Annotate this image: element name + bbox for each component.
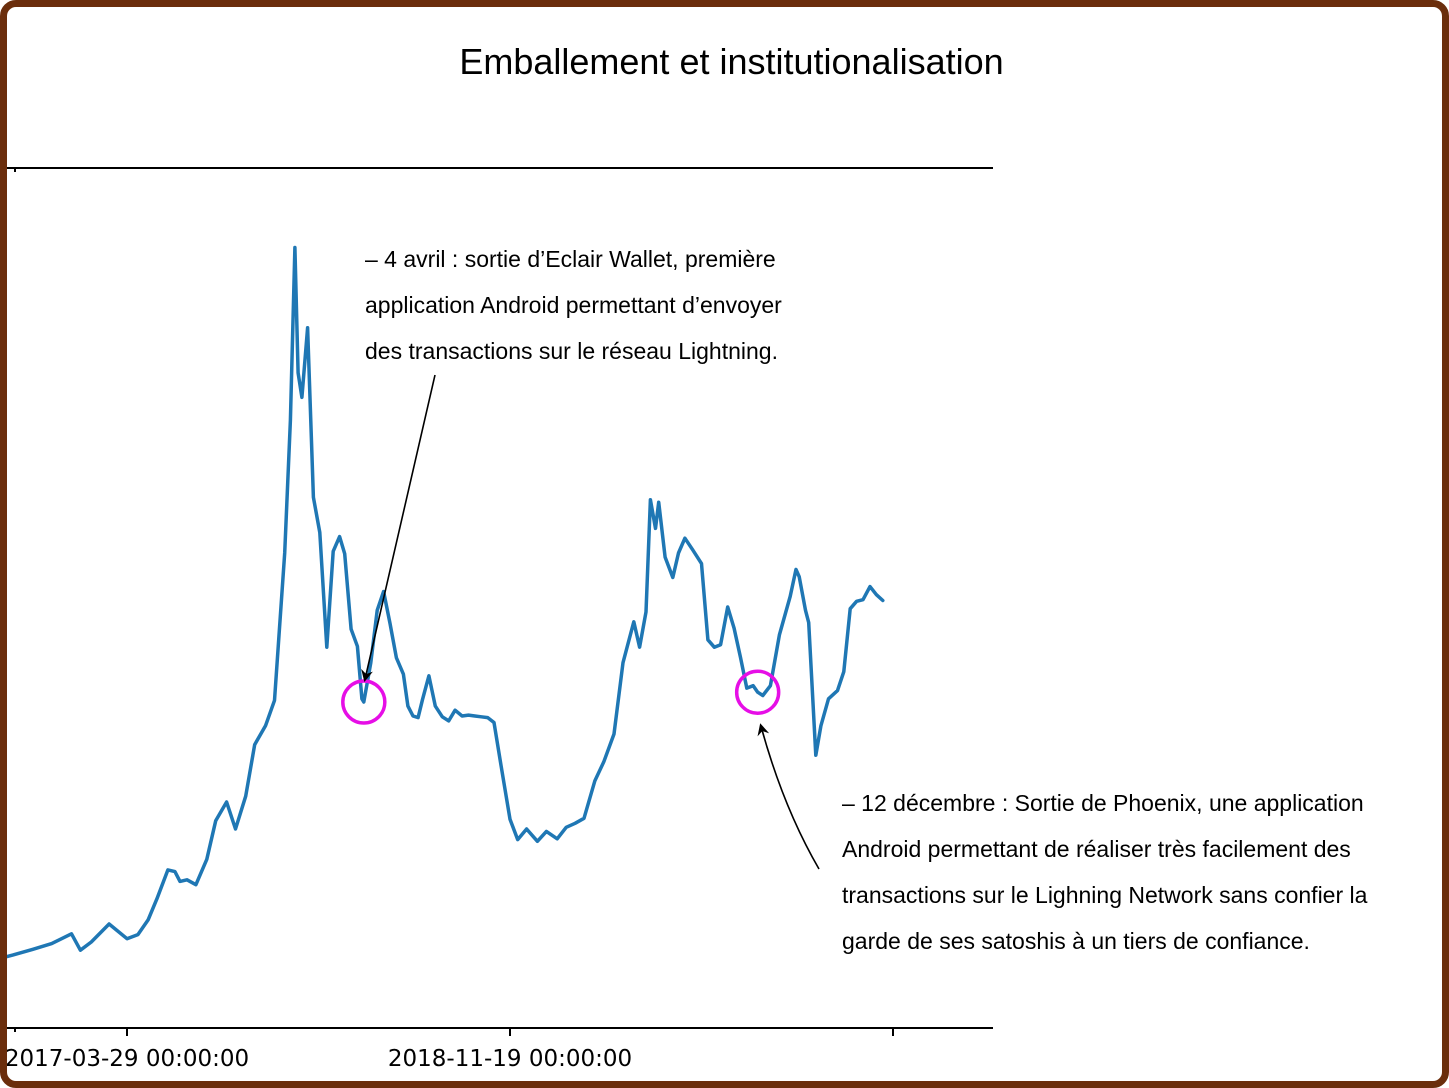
- annotation-line: transactions sur le Lighning Network san…: [842, 882, 1368, 908]
- annotation-circle-marker: [734, 669, 781, 715]
- annotation-line: garde de ses satoshis à un tiers de conf…: [842, 928, 1310, 954]
- line-chart: 2017-03-29 00:00:00 2018-11-19 00:00:00: [7, 167, 993, 1072]
- chart-title: Emballement et institutionalisation: [459, 41, 1004, 82]
- annotation-arrow: [757, 723, 820, 870]
- annotation-arrow: [361, 374, 436, 682]
- x-tick-label: 2017-03-29 00:00:00: [7, 1046, 249, 1072]
- annotation-line: des transactions sur le réseau Lightning…: [365, 338, 778, 364]
- annotation-line: Android permettant de réaliser très faci…: [842, 836, 1351, 862]
- annotation-line: application Android permettant d’envoyer: [365, 292, 782, 318]
- x-tick-label: 2018-11-19 00:00:00: [388, 1046, 632, 1072]
- annotation-line: – 4 avril : sortie d’Eclair Wallet, prem…: [365, 246, 776, 272]
- axes: 2017-03-29 00:00:00 2018-11-19 00:00:00: [7, 167, 993, 1072]
- annotation-phoenix-text: – 12 décembre : Sortie de Phoenix, une a…: [842, 780, 1367, 964]
- annotation-line: – 12 décembre : Sortie de Phoenix, une a…: [842, 790, 1364, 816]
- price-series-line: [7, 245, 885, 959]
- annotation-eclair-wallet-text: – 4 avril : sortie d’Eclair Wallet, prem…: [365, 236, 782, 374]
- series-layer: [7, 245, 885, 959]
- annotation-layer: [341, 374, 820, 870]
